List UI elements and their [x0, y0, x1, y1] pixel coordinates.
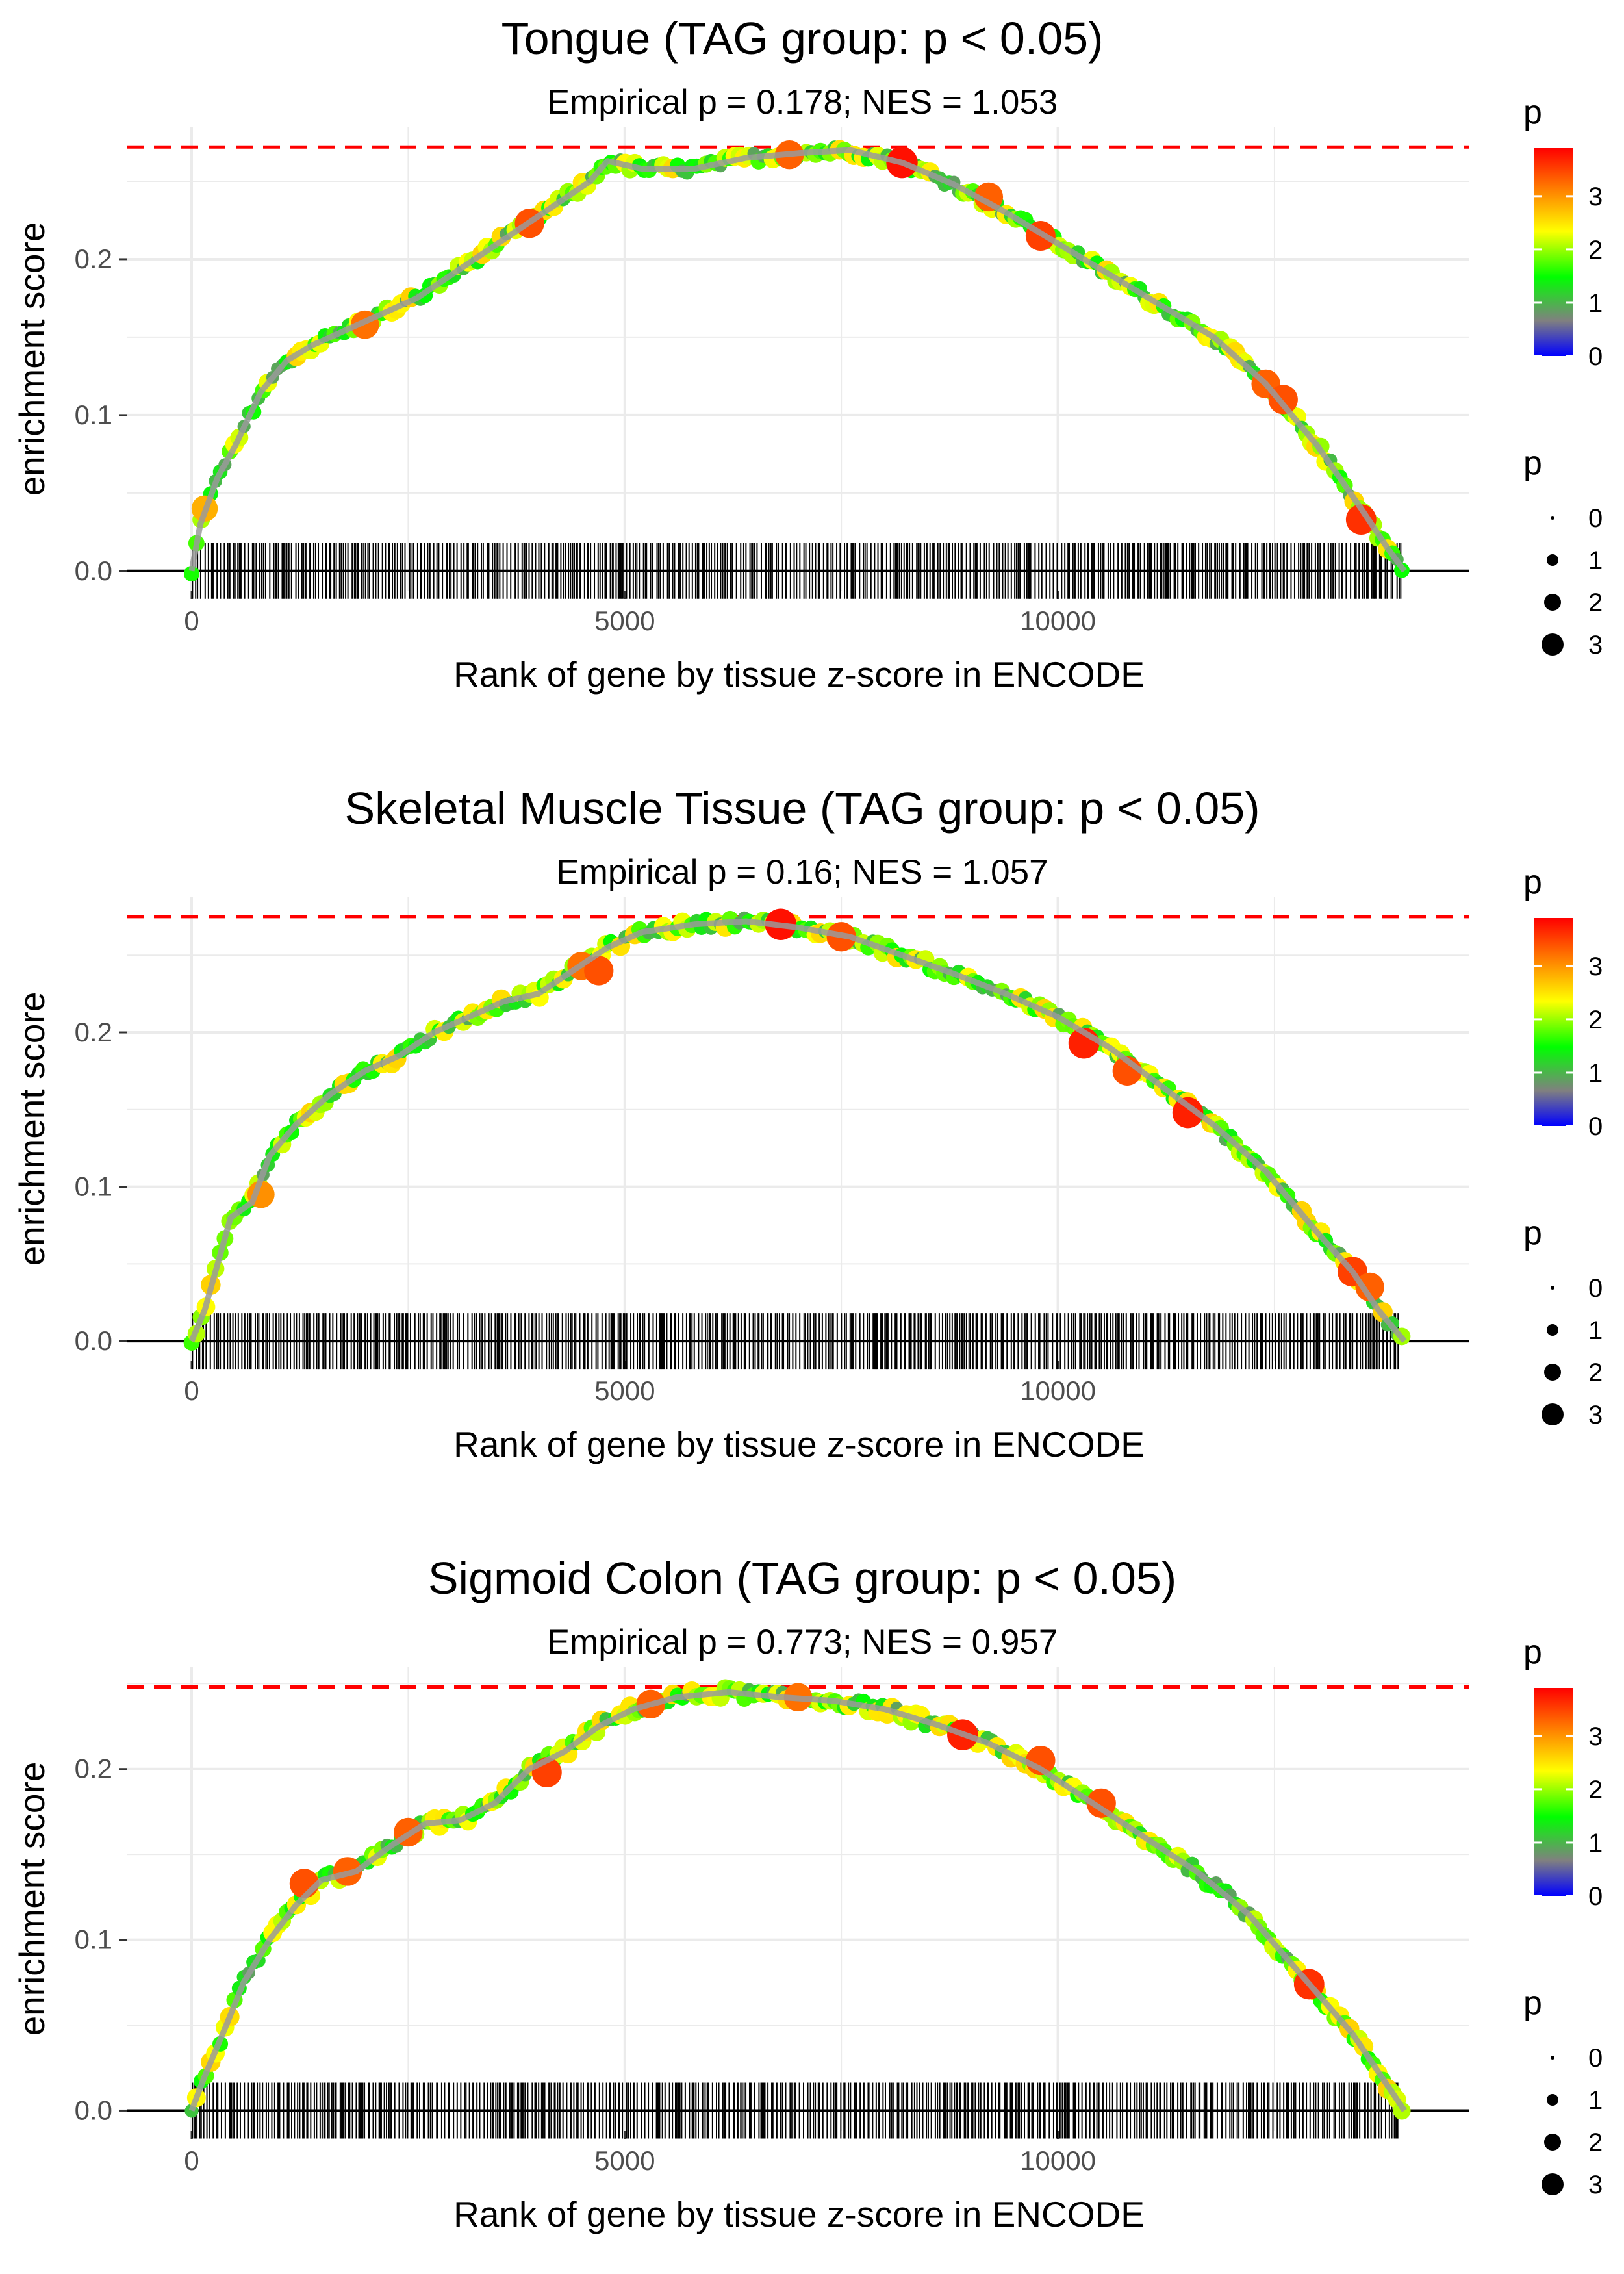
size-legend-label: 3	[1588, 1401, 1603, 1429]
size-legend-label: 2	[1588, 589, 1603, 617]
size-legend-label: 1	[1588, 2086, 1603, 2115]
color-legend-label: 3	[1588, 952, 1603, 981]
size-legend-key	[1544, 594, 1561, 611]
size-legend-key	[1551, 2056, 1554, 2060]
panel-2: Skeletal Muscle Tissue (TAG group: p < 0…	[12, 783, 1603, 1464]
color-legend-title: p	[1523, 1633, 1542, 1671]
size-legend-label: 1	[1588, 1316, 1603, 1345]
chart-title: Sigmoid Colon (TAG group: p < 0.05)	[428, 1553, 1176, 1603]
size-legend-label: 0	[1588, 1274, 1603, 1303]
y-tick-label: 0.0	[75, 2095, 112, 2125]
x-tick-label: 10000	[1020, 1375, 1096, 1406]
chart-subtitle: Empirical p = 0.178; NES = 1.053	[547, 83, 1058, 121]
x-tick-label: 0	[184, 1375, 199, 1406]
x-tick-label: 5000	[594, 1375, 655, 1406]
color-legend-title: p	[1523, 863, 1542, 901]
size-legend-key	[1547, 1324, 1558, 1336]
running-es-curve	[188, 147, 1407, 573]
y-tick-label: 0.1	[75, 400, 112, 430]
x-tick-label: 0	[184, 2145, 199, 2176]
running-es-curve	[188, 918, 1407, 1343]
y-tick-label: 0.0	[75, 1325, 112, 1356]
chart-title: Tongue (TAG group: p < 0.05)	[501, 13, 1104, 64]
color-legend-label: 0	[1588, 1112, 1603, 1141]
y-tick-label: 0.1	[75, 1924, 112, 1955]
color-legend-label: 3	[1588, 1722, 1603, 1751]
size-legend-key	[1542, 633, 1564, 656]
size-legend-label: 3	[1588, 631, 1603, 659]
color-legend-label: 0	[1588, 342, 1603, 371]
color-bar	[1534, 918, 1573, 1126]
color-bar	[1534, 1688, 1573, 1896]
size-legend-key	[1551, 516, 1554, 520]
es-point	[183, 566, 200, 582]
chart-subtitle: Empirical p = 0.16; NES = 1.057	[556, 853, 1048, 891]
size-legend-key	[1551, 1286, 1554, 1290]
color-legend-label: 2	[1588, 236, 1603, 264]
color-legend-label: 1	[1588, 1059, 1603, 1088]
size-legend: p 0 1 2 3	[1523, 444, 1603, 659]
x-axis-label: Rank of gene by tissue z-score in ENCODE	[453, 2194, 1145, 2234]
running-es-curve	[188, 1689, 1407, 2113]
size-legend-key	[1542, 1403, 1564, 1425]
es-highlight-point	[1172, 1097, 1204, 1129]
size-legend-label: 1	[1588, 546, 1603, 575]
color-legend: p 0 1 2 3	[1523, 863, 1603, 1141]
y-tick-label: 0.2	[75, 1754, 112, 1784]
gridlines	[127, 1667, 1469, 2131]
x-tick-label: 0	[184, 606, 199, 636]
size-legend-key	[1544, 2134, 1561, 2151]
es-highlight-point	[584, 956, 614, 986]
size-legend-label: 2	[1588, 2128, 1603, 2157]
color-legend-label: 2	[1588, 1006, 1603, 1034]
color-legend: p 0 1 2 3	[1523, 94, 1603, 371]
color-legend-label: 1	[1588, 1829, 1603, 1858]
y-axis-label: enrichment score	[12, 1762, 52, 2036]
size-legend: p 0 1 2 3	[1523, 1214, 1603, 1429]
gridlines	[127, 127, 1469, 591]
size-legend-key	[1547, 554, 1558, 566]
color-legend-label: 0	[1588, 1882, 1603, 1911]
es-highlight-point	[1355, 1272, 1384, 1302]
size-legend-label: 3	[1588, 2171, 1603, 2199]
size-legend-title: p	[1523, 1214, 1542, 1252]
x-tick-label: 10000	[1020, 2145, 1096, 2176]
color-legend-title: p	[1523, 94, 1542, 131]
color-bar	[1534, 148, 1573, 356]
size-legend-label: 0	[1588, 504, 1603, 533]
gridlines	[127, 897, 1469, 1361]
y-tick-label: 0.2	[75, 244, 112, 274]
size-legend-label: 0	[1588, 2044, 1603, 2073]
size-legend-key	[1544, 1364, 1561, 1381]
x-axis-label: Rank of gene by tissue z-score in ENCODE	[453, 654, 1145, 695]
panel-3: Sigmoid Colon (TAG group: p < 0.05) Empir…	[12, 1553, 1603, 2234]
y-tick-label: 0.0	[75, 556, 112, 586]
size-legend: p 0 1 2 3	[1523, 1984, 1603, 2199]
panel-1: Tongue (TAG group: p < 0.05) Empirical p …	[12, 13, 1603, 695]
x-tick-label: 5000	[594, 606, 655, 636]
chart-subtitle: Empirical p = 0.773; NES = 0.957	[547, 1623, 1058, 1661]
chart-title: Skeletal Muscle Tissue (TAG group: p < 0…	[344, 783, 1260, 834]
y-axis-label: enrichment score	[12, 992, 52, 1266]
y-tick-label: 0.1	[75, 1171, 112, 1202]
size-legend-key	[1542, 2173, 1564, 2195]
color-legend-label: 3	[1588, 183, 1603, 211]
size-legend-title: p	[1523, 1984, 1542, 2022]
x-tick-label: 10000	[1020, 606, 1096, 636]
y-axis-label: enrichment score	[12, 222, 52, 496]
size-legend-label: 2	[1588, 1359, 1603, 1387]
y-tick-label: 0.2	[75, 1017, 112, 1047]
running-es-points	[183, 140, 1410, 582]
color-legend-label: 1	[1588, 289, 1603, 318]
color-legend: p 0 1 2 3	[1523, 1633, 1603, 1911]
x-axis-label: Rank of gene by tissue z-score in ENCODE	[453, 1424, 1145, 1464]
size-legend-key	[1547, 2094, 1558, 2106]
x-tick-label: 5000	[594, 2145, 655, 2176]
es-highlight-point	[1345, 504, 1377, 535]
running-es-points	[183, 908, 1411, 1351]
size-legend-title: p	[1523, 444, 1542, 482]
color-legend-label: 2	[1588, 1776, 1603, 1804]
